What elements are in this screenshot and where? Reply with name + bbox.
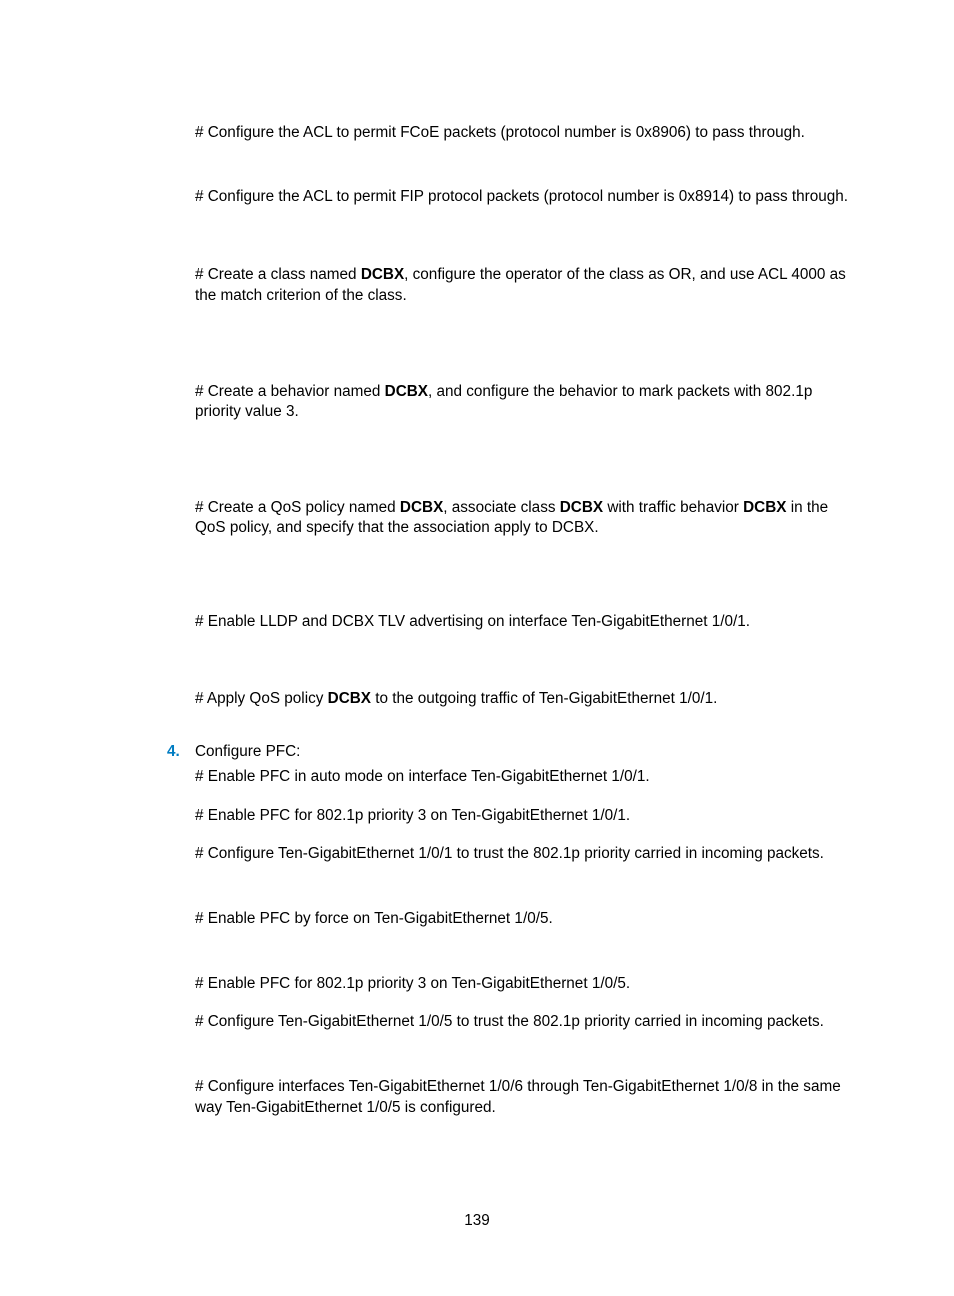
paragraph: # Enable PFC by force on Ten-GigabitEthe… <box>195 909 859 930</box>
page-number: 139 <box>0 1211 954 1232</box>
bold-text: DCBX <box>361 266 404 283</box>
text: with traffic behavior <box>603 499 743 516</box>
paragraph: # Enable PFC in auto mode on interface T… <box>195 767 859 788</box>
paragraph: # Configure the ACL to permit FIP protoc… <box>195 187 859 208</box>
text: , associate class <box>443 499 559 516</box>
list-item: 4. Configure PFC: <box>195 742 859 763</box>
text: # Apply QoS policy <box>195 690 328 707</box>
paragraph: # Create a QoS policy named DCBX, associ… <box>195 498 859 539</box>
text: # Create a behavior named <box>195 383 385 400</box>
bold-text: DCBX <box>385 383 428 400</box>
paragraph: # Configure Ten-GigabitEthernet 1/0/5 to… <box>195 1012 859 1033</box>
bold-text: DCBX <box>328 690 371 707</box>
text: to the outgoing traffic of Ten-GigabitEt… <box>371 690 717 707</box>
paragraph: # Enable PFC for 802.1p priority 3 on Te… <box>195 806 859 827</box>
list-text: Configure PFC: <box>195 742 300 763</box>
paragraph: # Enable LLDP and DCBX TLV advertising o… <box>195 612 859 633</box>
bold-text: DCBX <box>560 499 603 516</box>
paragraph: # Configure Ten-GigabitEthernet 1/0/1 to… <box>195 844 859 865</box>
paragraph: # Create a class named DCBX, configure t… <box>195 265 859 306</box>
text: # Create a class named <box>195 266 361 283</box>
paragraph: # Configure the ACL to permit FCoE packe… <box>195 123 859 144</box>
paragraph: # Create a behavior named DCBX, and conf… <box>195 382 859 423</box>
paragraph: # Configure interfaces Ten-GigabitEthern… <box>195 1077 859 1118</box>
bold-text: DCBX <box>743 499 786 516</box>
bold-text: DCBX <box>400 499 443 516</box>
paragraph: # Enable PFC for 802.1p priority 3 on Te… <box>195 974 859 995</box>
document-page: # Configure the ACL to permit FCoE packe… <box>0 0 954 1296</box>
text: # Create a QoS policy named <box>195 499 400 516</box>
list-number: 4. <box>167 742 195 763</box>
paragraph: # Apply QoS policy DCBX to the outgoing … <box>195 689 859 710</box>
